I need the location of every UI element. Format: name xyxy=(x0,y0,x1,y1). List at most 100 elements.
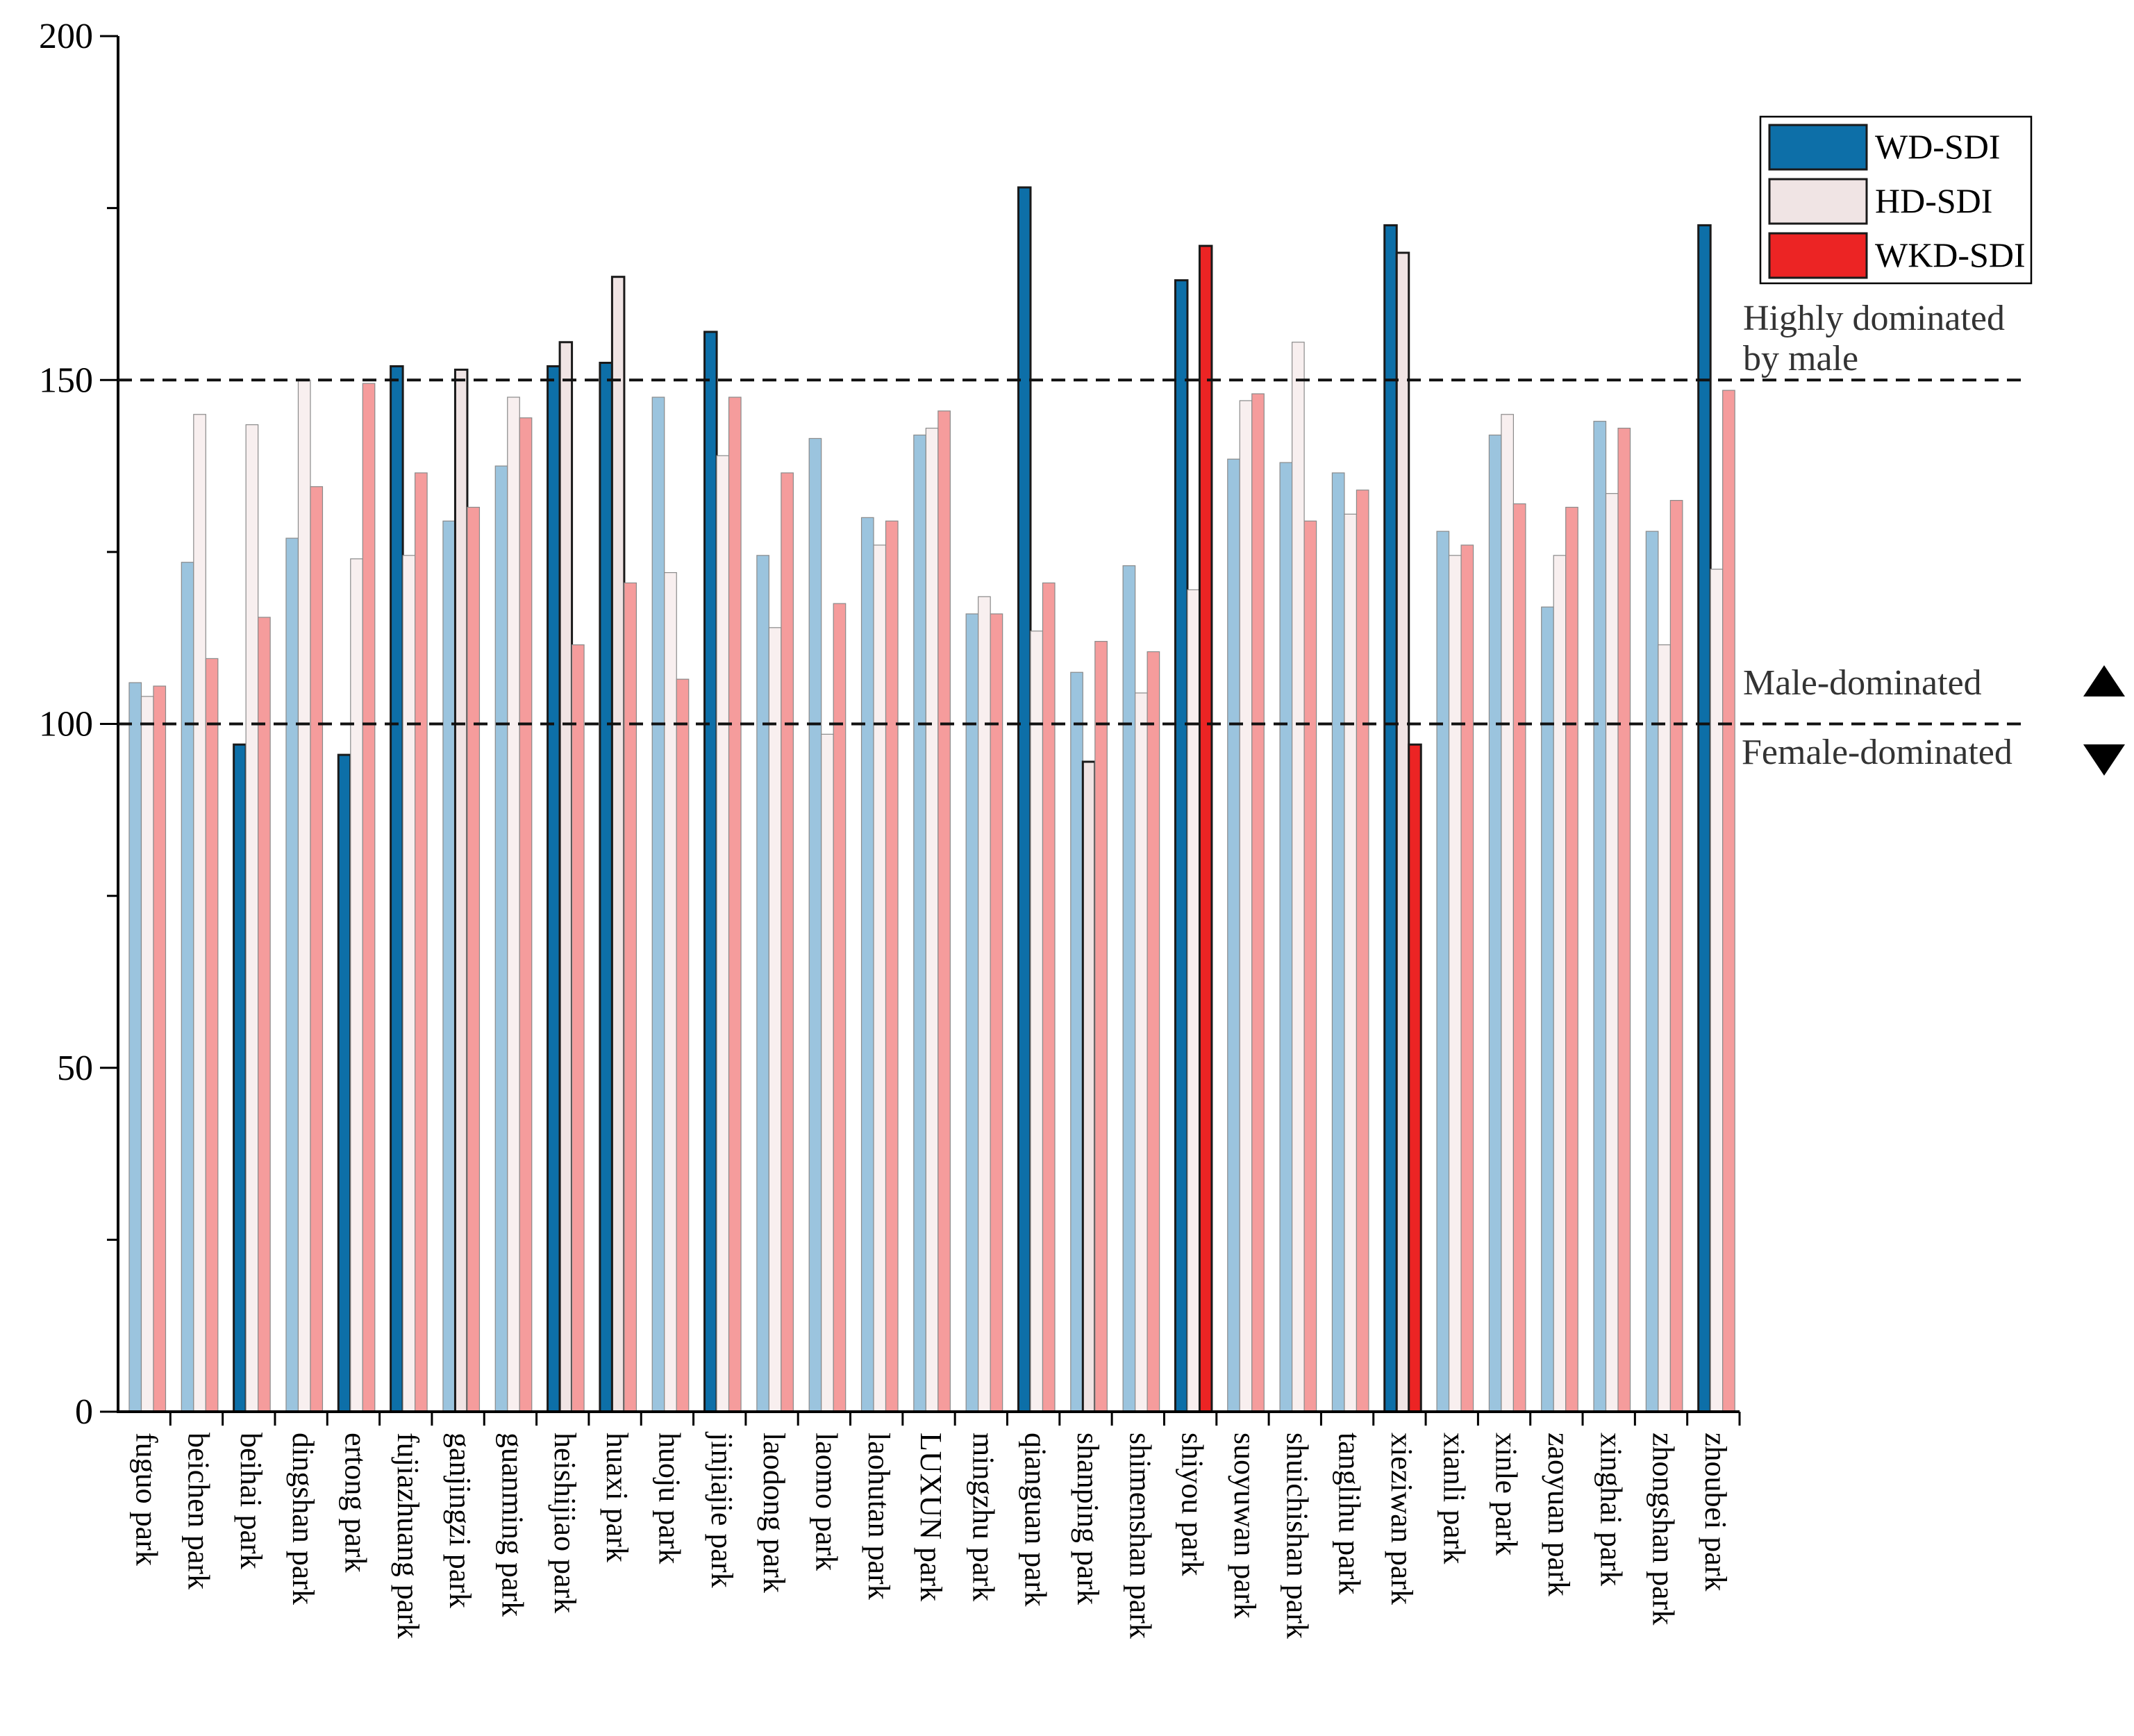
bar-wd-sdi-8 xyxy=(547,365,561,1413)
x-tick-label-3: dingshan park xyxy=(286,1433,320,1605)
bar-wkd-sdi-10 xyxy=(676,678,690,1412)
bar-wd-sdi-3 xyxy=(285,537,299,1412)
x-tick-label-16: mingzhu park xyxy=(966,1433,1000,1601)
x-tick-label-11: jinjiajie park xyxy=(705,1431,739,1588)
x-tick-label-15: LUXUN park xyxy=(914,1433,948,1601)
bar-wd-sdi-17 xyxy=(1017,186,1032,1413)
bar-hd-sdi-7 xyxy=(507,397,520,1412)
x-tick-label-14: laohutan park xyxy=(862,1433,896,1600)
x-tick-label-8: heishijiao park xyxy=(548,1433,582,1613)
x-tick-label-6: ganjingzi park xyxy=(443,1433,477,1608)
bar-wd-sdi-20 xyxy=(1174,279,1189,1413)
y-tick-label-100: 100 xyxy=(39,705,93,744)
bar-hd-sdi-9 xyxy=(610,276,626,1413)
bar-hd-sdi-12 xyxy=(768,627,782,1412)
bar-wkd-sdi-27 xyxy=(1565,506,1578,1412)
bar-wd-sdi-24 xyxy=(1383,224,1398,1413)
x-tick-label-22: shuichishan park xyxy=(1280,1433,1314,1639)
bar-hd-sdi-23 xyxy=(1344,513,1358,1412)
x-tick-label-13: laomo park xyxy=(809,1433,843,1571)
bar-hd-sdi-11 xyxy=(716,455,730,1412)
bar-wkd-sdi-24 xyxy=(1408,743,1422,1413)
bar-wkd-sdi-15 xyxy=(937,410,951,1412)
legend-swatch-wd-sdi xyxy=(1768,124,1868,171)
bar-wd-sdi-22 xyxy=(1279,462,1293,1412)
bar-wkd-sdi-5 xyxy=(415,472,428,1412)
bar-wkd-sdi-12 xyxy=(781,472,794,1412)
bar-hd-sdi-19 xyxy=(1135,692,1148,1412)
bar-wd-sdi-12 xyxy=(756,555,769,1412)
bar-wkd-sdi-23 xyxy=(1356,490,1369,1412)
x-tick-label-5: fujiazhuang park xyxy=(391,1433,425,1639)
bar-wkd-sdi-22 xyxy=(1303,520,1317,1412)
legend-label-wd-sdi: WD-SDI xyxy=(1875,127,2001,166)
x-tick-label-12: laodong park xyxy=(757,1433,791,1593)
bar-hd-sdi-22 xyxy=(1291,342,1305,1412)
bar-hd-sdi-17 xyxy=(1030,631,1044,1412)
bar-wkd-sdi-18 xyxy=(1094,641,1108,1412)
bar-hd-sdi-18 xyxy=(1081,760,1097,1413)
x-tick-label-1: beichen park xyxy=(182,1433,216,1589)
bar-wd-sdi-0 xyxy=(128,682,142,1412)
bar-wkd-sdi-6 xyxy=(467,506,481,1412)
bar-hd-sdi-30 xyxy=(1710,569,1724,1412)
bar-wkd-sdi-11 xyxy=(728,397,742,1412)
bar-wd-sdi-4 xyxy=(337,753,352,1413)
bar-wkd-sdi-8 xyxy=(571,644,585,1412)
y-tick-label-50: 50 xyxy=(57,1049,93,1088)
bar-wkd-sdi-14 xyxy=(885,520,899,1412)
bar-wd-sdi-18 xyxy=(1070,671,1083,1412)
x-tick-label-23: tanglihu park xyxy=(1333,1433,1367,1594)
bar-wd-sdi-7 xyxy=(494,465,508,1412)
bar-wkd-sdi-17 xyxy=(1042,582,1056,1412)
down-triangle-icon xyxy=(2083,744,2125,776)
bar-wkd-sdi-29 xyxy=(1669,499,1683,1412)
legend: WD-SDI HD-SDI WKD-SDI xyxy=(1759,115,2033,285)
bar-hd-sdi-10 xyxy=(664,571,677,1412)
x-tick-label-9: huaxi park xyxy=(600,1433,634,1562)
bar-hd-sdi-8 xyxy=(558,341,574,1413)
bar-wd-sdi-1 xyxy=(181,562,194,1412)
annotation-male-dominated: Male-dominated xyxy=(1743,663,1982,703)
x-tick-label-21: suoyuwan park xyxy=(1228,1433,1262,1619)
x-tick-label-4: ertong park xyxy=(339,1433,373,1573)
x-tick-label-28: xinghai park xyxy=(1594,1433,1628,1586)
axes-layer: 0 50 100 150 200 fuguo park beichen park beihai… xyxy=(39,17,1741,1639)
bar-wkd-sdi-4 xyxy=(362,383,376,1412)
bar-wd-sdi-6 xyxy=(442,520,456,1412)
bar-wd-sdi-21 xyxy=(1227,458,1240,1412)
legend-swatch-wkd-sdi xyxy=(1768,232,1868,279)
y-tick-label-150: 150 xyxy=(39,360,93,400)
bar-wkd-sdi-20 xyxy=(1198,244,1213,1413)
bar-wkd-sdi-0 xyxy=(153,685,167,1412)
bar-wd-sdi-11 xyxy=(703,331,718,1413)
bar-wd-sdi-29 xyxy=(1645,531,1659,1412)
bar-hd-sdi-3 xyxy=(297,379,311,1412)
bar-hd-sdi-25 xyxy=(1448,555,1462,1412)
bar-wd-sdi-14 xyxy=(860,517,874,1412)
bar-hd-sdi-28 xyxy=(1605,493,1619,1412)
bar-wd-sdi-15 xyxy=(913,434,926,1412)
x-tick-label-30: zhoubei park xyxy=(1699,1433,1733,1591)
bar-wd-sdi-28 xyxy=(1593,421,1607,1412)
x-tick-label-26: xinle park xyxy=(1490,1433,1524,1555)
annotation-by-male: by male xyxy=(1743,339,1858,378)
y-tick-label-0: 0 xyxy=(75,1392,93,1432)
x-tick-label-27: zaoyuan park xyxy=(1542,1433,1576,1596)
legend-swatch-hd-sdi xyxy=(1768,178,1868,225)
bar-hd-sdi-21 xyxy=(1239,400,1253,1412)
bar-wkd-sdi-26 xyxy=(1512,503,1526,1412)
bar-wd-sdi-5 xyxy=(390,365,404,1413)
bar-wkd-sdi-28 xyxy=(1617,427,1631,1412)
bar-hd-sdi-14 xyxy=(873,544,887,1412)
bar-wkd-sdi-7 xyxy=(519,417,533,1412)
reference-lines xyxy=(118,378,2024,726)
up-triangle-icon xyxy=(2083,665,2125,696)
bar-wkd-sdi-9 xyxy=(624,582,637,1412)
bar-wd-sdi-2 xyxy=(233,743,247,1413)
bar-wkd-sdi-19 xyxy=(1147,651,1160,1412)
bar-hd-sdi-2 xyxy=(245,424,259,1412)
bar-wd-sdi-26 xyxy=(1488,434,1502,1412)
bar-hd-sdi-4 xyxy=(350,558,363,1412)
